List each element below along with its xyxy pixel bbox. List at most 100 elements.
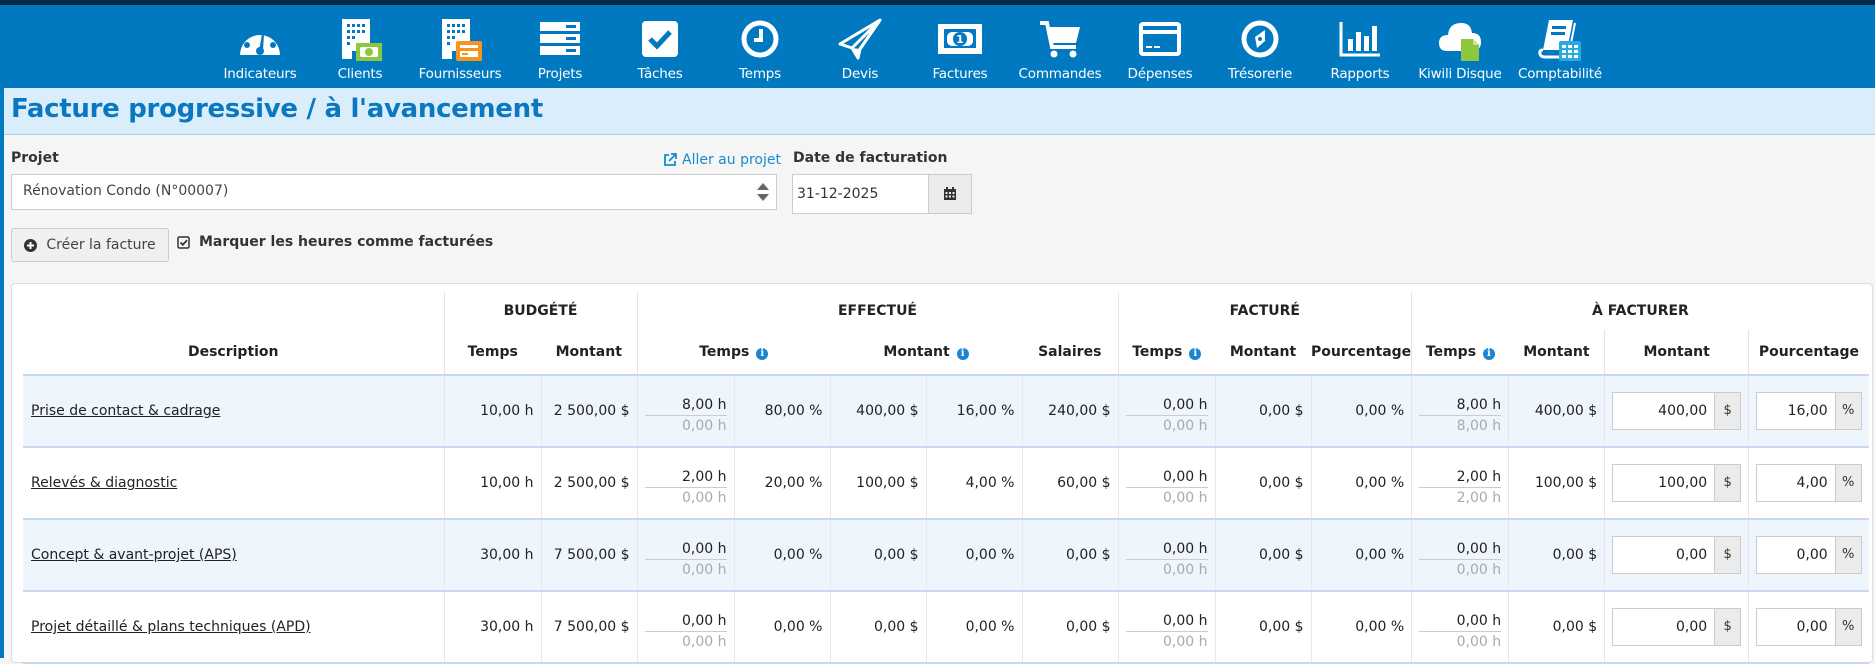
to-invoice-amount-input[interactable]: 400,00 bbox=[1612, 392, 1716, 430]
task-link[interactable]: Concept & avant-projet (APS) bbox=[31, 547, 237, 563]
to-invoice-percent-input[interactable]: 0,00 bbox=[1756, 608, 1836, 646]
nav-item-kiwili-disque[interactable]: Kiwili Disque bbox=[1410, 5, 1510, 88]
nav-item-fournisseurs[interactable]: Fournisseurs bbox=[410, 5, 510, 88]
info-icon[interactable]: i bbox=[1482, 348, 1495, 360]
col-invoiced-amount: Montant bbox=[1215, 330, 1311, 376]
building-card-icon bbox=[437, 17, 483, 61]
done-salaries: 240,00 $ bbox=[1021, 375, 1118, 448]
task-link[interactable]: Projet détaillé & plans techniques (APD) bbox=[31, 619, 311, 635]
nav-label: Factures bbox=[932, 66, 988, 82]
percent-addon: % bbox=[1835, 464, 1862, 502]
invoiced-time-value: 0,00 h bbox=[1125, 613, 1208, 632]
nav-item-clients[interactable]: Clients bbox=[310, 5, 410, 88]
nav-item-devis[interactable]: Devis bbox=[810, 5, 910, 88]
to-invoice-percent-input[interactable]: 0,00 bbox=[1756, 536, 1836, 574]
to-invoice-time: 8,00 h 8,00 h bbox=[1411, 375, 1509, 448]
nav-label: Commandes bbox=[1018, 66, 1102, 82]
table-row: Relevés & diagnostic 10,00 h 2 500,00 $ … bbox=[23, 447, 1869, 520]
date-input[interactable]: 31-12-2025 bbox=[792, 174, 929, 214]
nav-label: Trésorerie bbox=[1227, 66, 1293, 82]
checked-square-icon bbox=[177, 235, 190, 249]
project-select[interactable]: Rénovation Condo (N°00007) bbox=[11, 174, 777, 210]
invoiced-amount: 0,00 $ bbox=[1214, 447, 1311, 520]
currency-addon: $ bbox=[1715, 536, 1742, 574]
to-invoice-amount-input[interactable]: 0,00 bbox=[1612, 536, 1716, 574]
project-select-value: Rénovation Condo (N°00007) bbox=[23, 183, 229, 199]
to-invoice-amount-input[interactable]: 0,00 bbox=[1612, 608, 1716, 646]
invoiced-percent: 0,00 % bbox=[1310, 447, 1412, 520]
budget-time: 10,00 h bbox=[443, 447, 541, 520]
nav-item-tresorerie[interactable]: Trésorerie bbox=[1210, 5, 1310, 88]
invoiced-percent: 0,00 % bbox=[1310, 591, 1412, 664]
to-invoice-percent-cell: 4,00% bbox=[1748, 447, 1869, 520]
invoiced-amount: 0,00 $ bbox=[1214, 591, 1311, 664]
bar-chart-icon bbox=[1337, 17, 1383, 61]
done-time: 8,00 h 0,00 h bbox=[636, 375, 734, 448]
to-invoice-time-value: 0,00 h bbox=[1419, 613, 1502, 632]
info-icon[interactable]: i bbox=[956, 348, 969, 360]
done-amount: 100,00 $ bbox=[829, 447, 926, 520]
task-link[interactable]: Prise de contact & cadrage bbox=[31, 403, 221, 419]
to-invoice-time: 0,00 h 0,00 h bbox=[1411, 519, 1509, 592]
to-invoice-amount-cell: 100,00 $ bbox=[1604, 447, 1749, 520]
to-invoice-time-sub: 0,00 h bbox=[1456, 633, 1502, 650]
currency-addon: $ bbox=[1715, 392, 1742, 430]
nav-item-taches[interactable]: Tâches bbox=[610, 5, 710, 88]
date-picker-button[interactable] bbox=[928, 174, 972, 214]
create-invoice-button[interactable]: Créer la facture bbox=[11, 228, 169, 262]
nav-item-commandes[interactable]: Commandes bbox=[1010, 5, 1110, 88]
info-icon[interactable]: i bbox=[1189, 348, 1202, 360]
nav-item-depenses[interactable]: Dépenses bbox=[1110, 5, 1210, 88]
col-to-invoice-amount: Montant bbox=[1508, 330, 1605, 376]
ledger-book-icon bbox=[1537, 17, 1583, 61]
date-value: 31-12-2025 bbox=[797, 186, 879, 202]
done-time-percent: 0,00 % bbox=[733, 591, 830, 664]
shopping-cart-icon bbox=[1037, 17, 1083, 61]
row-description: Relevés & diagnostic bbox=[23, 447, 444, 520]
create-invoice-label: Créer la facture bbox=[46, 237, 156, 253]
done-salaries: 0,00 $ bbox=[1021, 519, 1118, 592]
table-row: Prise de contact & cadrage 10,00 h 2 500… bbox=[23, 375, 1869, 448]
top-strip bbox=[0, 0, 1875, 5]
done-amount-percent: 4,00 % bbox=[925, 447, 1022, 520]
nav-label: Tâches bbox=[637, 66, 683, 82]
invoiced-time: 0,00 h 0,00 h bbox=[1117, 447, 1215, 520]
to-invoice-percent-input[interactable]: 16,00 bbox=[1756, 392, 1836, 430]
nav-item-comptabilite[interactable]: Comptabilité bbox=[1510, 5, 1610, 88]
nav-item-projets[interactable]: Projets bbox=[510, 5, 610, 88]
sidebar-edge bbox=[0, 88, 4, 658]
nav-item-factures[interactable]: 1 Factures bbox=[910, 5, 1010, 88]
to-invoice-amount-input[interactable]: 100,00 bbox=[1612, 464, 1716, 502]
budget-time: 10,00 h bbox=[443, 375, 541, 448]
info-icon[interactable]: i bbox=[756, 348, 769, 360]
invoiced-time-sub: 0,00 h bbox=[1163, 633, 1208, 650]
building-money-icon bbox=[337, 17, 383, 61]
percent-addon: % bbox=[1835, 536, 1862, 574]
group-header-empty bbox=[23, 292, 444, 330]
done-time-sub: 0,00 h bbox=[682, 417, 727, 434]
mark-hours-checkbox[interactable]: Marquer les heures comme facturées bbox=[177, 234, 493, 250]
done-salaries: 60,00 $ bbox=[1021, 447, 1118, 520]
to-invoice-percent-input[interactable]: 4,00 bbox=[1756, 464, 1836, 502]
nav-label: Kiwili Disque bbox=[1418, 66, 1502, 82]
to-invoice-amount-cell: 0,00 $ bbox=[1604, 519, 1749, 592]
goto-project-link[interactable]: Aller au projet bbox=[663, 152, 781, 168]
col-done-time: Temps i bbox=[636, 330, 830, 376]
budget-time: 30,00 h bbox=[443, 591, 541, 664]
col-description: Description bbox=[23, 330, 444, 376]
invoiced-time: 0,00 h 0,00 h bbox=[1117, 375, 1215, 448]
task-link[interactable]: Relevés & diagnostic bbox=[31, 475, 178, 491]
group-header-done: EFFECTUÉ bbox=[636, 292, 1118, 330]
percent-addon: % bbox=[1835, 392, 1862, 430]
col-budget-amount: Montant bbox=[541, 330, 637, 376]
nav-item-rapports[interactable]: Rapports bbox=[1310, 5, 1410, 88]
done-time-value: 2,00 h bbox=[644, 469, 727, 488]
nav-item-indicateurs[interactable]: Indicateurs bbox=[210, 5, 310, 88]
nav-item-temps[interactable]: Temps bbox=[710, 5, 810, 88]
done-salaries: 0,00 $ bbox=[1021, 591, 1118, 664]
invoiced-amount: 0,00 $ bbox=[1214, 375, 1311, 448]
col-to-invoice-amount-input: Montant bbox=[1604, 330, 1749, 376]
progress-table: BUDGÉTÉ EFFECTUÉ FACTURÉ À FACTURER Desc… bbox=[23, 292, 1869, 664]
percent-addon: % bbox=[1835, 608, 1862, 646]
done-time-sub: 0,00 h bbox=[682, 489, 727, 506]
